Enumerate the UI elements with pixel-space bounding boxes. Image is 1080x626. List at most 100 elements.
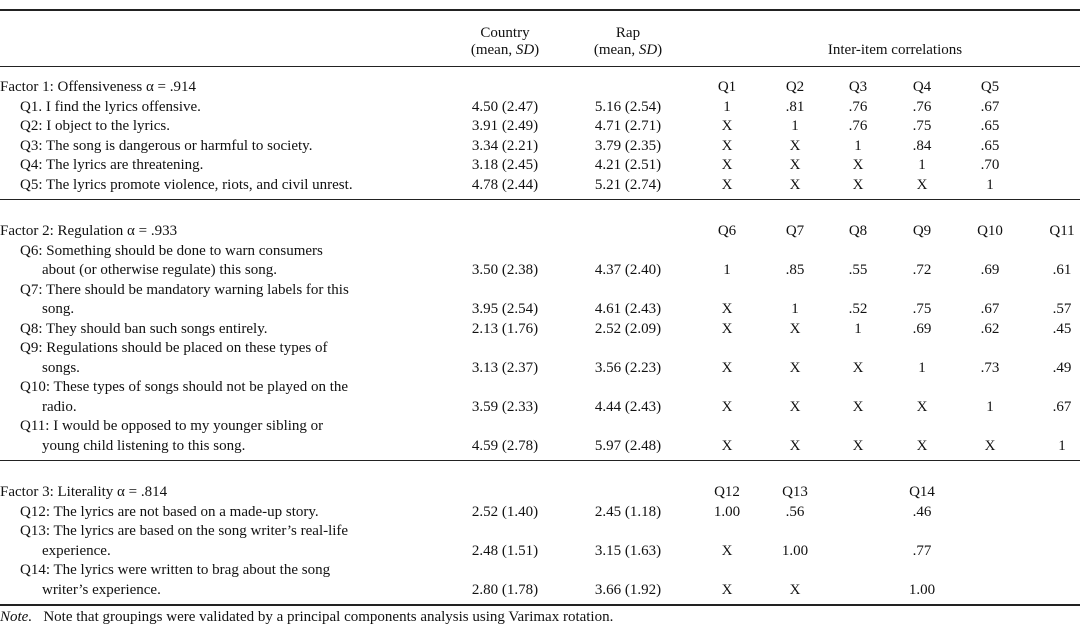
corr-value: X: [789, 157, 801, 173]
corr-header: Q4: [912, 79, 932, 95]
section-title: Factor 1: Offensiveness α = .914: [0, 79, 197, 95]
corr-value: .49: [1052, 359, 1072, 376]
corr-value: 1: [918, 157, 926, 173]
corr-header: Q12: [714, 484, 740, 500]
corr-value: X: [852, 157, 864, 173]
corr-value: X: [721, 359, 733, 376]
corr-value: 1: [723, 262, 731, 278]
section-rule: [0, 460, 1080, 461]
corr-value: .84: [912, 137, 932, 154]
col-header: (mean, SD): [471, 41, 539, 59]
corr-value: X: [852, 359, 864, 376]
corr-value: .65: [980, 137, 1000, 154]
item-text: Q12: The lyrics are not based on a made-…: [20, 503, 319, 520]
corr-value: X: [984, 437, 996, 454]
corr-value: .77: [912, 542, 932, 559]
text: ): [534, 42, 540, 58]
corr-value: .57: [1052, 301, 1072, 317]
corr-value: .67: [980, 98, 1000, 115]
country-value: 2.48 (1.51): [471, 542, 539, 559]
corr-header: Q3: [848, 79, 868, 95]
corr-value: X: [916, 437, 928, 454]
corr-value: 1.00: [908, 581, 936, 598]
note-text: Note that groupings were validated by a …: [43, 609, 614, 625]
col-header: Country: [480, 25, 530, 41]
corr-value: .73: [980, 359, 1000, 376]
corr-value: X: [789, 320, 801, 337]
country-value: 4.59 (2.78): [471, 437, 539, 454]
rap-value: 4.44 (2.43): [594, 398, 662, 415]
corr-header: Q7: [785, 223, 805, 239]
col-header: Rap: [615, 25, 641, 41]
corr-value: X: [789, 359, 801, 376]
corr-value: .55: [848, 262, 868, 278]
corr-value: 1: [854, 137, 862, 154]
corr-value: .69: [980, 262, 1000, 278]
corr-value: .56: [785, 503, 805, 520]
corr-value: X: [721, 437, 733, 454]
section-title: Factor 3: Literality α = .814: [0, 484, 168, 500]
corr-header: Q1: [717, 79, 737, 95]
rap-value: 2.52 (2.09): [594, 320, 662, 337]
corr-value: .85: [785, 262, 805, 278]
country-value: 2.13 (1.76): [471, 320, 539, 337]
item-text: experience.: [42, 542, 111, 559]
item-text: Q5: The lyrics promote violence, riots, …: [20, 176, 353, 193]
text: SD: [515, 42, 535, 58]
item-text: Q8: They should ban such songs entirely.: [20, 320, 268, 337]
country-value: 2.80 (1.78): [471, 581, 539, 598]
rap-value: 4.61 (2.43): [594, 301, 662, 317]
corr-value: 1: [723, 98, 731, 115]
corr-value: .67: [1052, 398, 1072, 415]
corr-header: Q13: [782, 484, 808, 500]
corr-value: .76: [848, 98, 868, 115]
section-title: Factor 2: Regulation α = .933: [0, 223, 178, 239]
corr-value: X: [721, 176, 733, 193]
rap-value: 5.97 (2.48): [594, 437, 662, 454]
rap-value: 4.21 (2.51): [594, 157, 662, 173]
corr-value: 1: [1058, 437, 1066, 454]
note: Note. Note that groupings were validated…: [0, 608, 613, 626]
corr-header: Q11: [1049, 223, 1075, 239]
corr-value: .61: [1052, 262, 1072, 278]
corr-header: Q2: [785, 79, 805, 95]
corr-value: .81: [785, 98, 805, 115]
corr-value: .52: [848, 301, 868, 317]
top-rule: [0, 9, 1080, 11]
item-text: Q7: There should be mandatory warning la…: [20, 281, 349, 298]
item-text: Q4: The lyrics are threatening.: [20, 157, 204, 173]
corr-value: X: [789, 137, 801, 154]
corr-value: X: [852, 176, 864, 193]
corr-value: X: [789, 581, 801, 598]
corr-value: X: [721, 581, 733, 598]
country-value: 3.13 (2.37): [471, 359, 539, 376]
corr-value: X: [721, 157, 733, 173]
col-header: (mean, SD): [594, 41, 662, 59]
country-value: 3.18 (2.45): [471, 157, 539, 173]
corr-value: .69: [912, 320, 932, 337]
corr-value: .72: [912, 262, 932, 278]
corr-value: 1: [986, 398, 994, 415]
corr-value: 1: [986, 176, 994, 193]
item-text: Q1. I find the lyrics offensive.: [20, 98, 201, 115]
corr-value: X: [721, 398, 733, 415]
item-text: song.: [42, 301, 75, 317]
text: SD: [638, 42, 658, 58]
corr-header: Q9: [912, 223, 932, 239]
country-value: 4.78 (2.44): [471, 176, 539, 193]
corr-value: .75: [912, 301, 932, 317]
corr-value: X: [721, 301, 733, 317]
note-label: Note.: [0, 609, 33, 625]
corr-value: 1: [918, 359, 926, 376]
item-text: Q10: These types of songs should not be …: [20, 379, 349, 395]
country-value: 4.50 (2.47): [471, 98, 539, 115]
item-text: Q3: The song is dangerous or harmful to …: [20, 137, 313, 154]
corr-value: X: [789, 176, 801, 193]
corr-value: .65: [980, 118, 1000, 134]
rap-value: 3.66 (1.92): [594, 581, 662, 598]
section-rule: [0, 199, 1080, 200]
corr-value: .76: [912, 98, 932, 115]
corr-value: 1.00: [781, 542, 809, 559]
corr-value: X: [789, 437, 801, 454]
rap-value: 4.71 (2.71): [594, 118, 662, 134]
